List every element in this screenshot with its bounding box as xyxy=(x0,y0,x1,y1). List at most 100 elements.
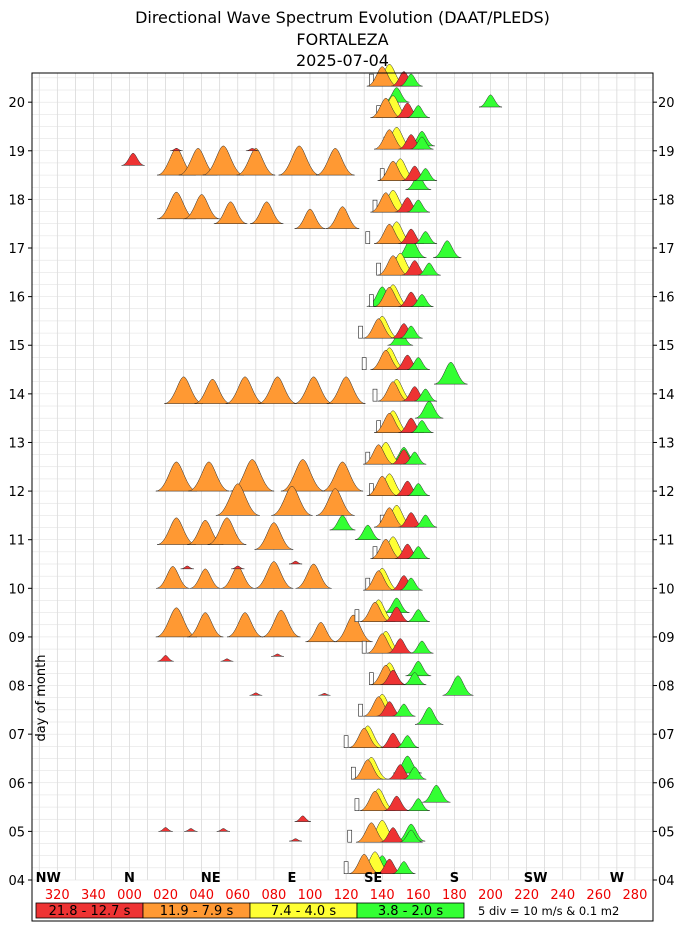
spectrum-peak-red xyxy=(220,658,234,662)
y-tick-label-right: 20 xyxy=(658,96,675,111)
spectrum-peak-red xyxy=(318,693,331,696)
direction-tick-label: 340 xyxy=(81,888,106,903)
y-tick-label-right: 15 xyxy=(658,339,675,354)
y-tick-label-right: 05 xyxy=(658,825,675,840)
spectrum-marks xyxy=(121,64,503,874)
track-peak-orange xyxy=(370,192,402,213)
y-tick-label-right: 18 xyxy=(658,193,675,208)
wind-mark xyxy=(354,798,360,811)
compass-label: S xyxy=(450,871,459,886)
track-peak-green xyxy=(410,420,434,433)
track-peak-orange xyxy=(366,66,398,87)
wind-mark xyxy=(358,703,363,717)
wind-mark xyxy=(365,231,371,244)
track-peak-red xyxy=(383,795,410,811)
wind-mark xyxy=(358,325,363,339)
track-peak-green xyxy=(413,514,438,528)
spectrum-peak-orange xyxy=(225,376,265,404)
spectrum-peak-orange xyxy=(271,485,313,516)
spectrum-peak-orange xyxy=(280,459,325,492)
scale-note: 5 div = 10 m/s & 0.1 m2 xyxy=(478,904,619,918)
spectrum-peak-green xyxy=(415,400,444,419)
track-peak-green xyxy=(395,735,420,748)
spectrum-peak-green xyxy=(329,515,356,531)
track-peak-orange xyxy=(373,129,405,150)
track-peak-green xyxy=(413,388,438,402)
track-peak-green xyxy=(410,640,434,654)
spectrum-peak-orange xyxy=(221,566,255,589)
track-peak-orange xyxy=(363,444,395,465)
track-peak-orange xyxy=(370,349,402,370)
spectrum-peak-orange xyxy=(278,145,320,176)
y-tick-label-left: 10 xyxy=(8,582,25,597)
compass-label: E xyxy=(288,871,297,886)
track-peak-orange xyxy=(355,822,387,843)
direction-tick-label: 000 xyxy=(117,888,142,903)
direction-tick-label: 080 xyxy=(261,888,286,903)
direction-tick-label: 200 xyxy=(478,888,503,903)
direction-tick-label: 180 xyxy=(442,888,467,903)
track-peak-orange xyxy=(359,790,391,811)
compass-label: N xyxy=(124,871,135,886)
spectrum-peak-red xyxy=(288,560,303,565)
y-tick-label-right: 09 xyxy=(658,631,675,646)
track-peak-green xyxy=(403,451,427,465)
spectrum-peak-red xyxy=(216,828,230,832)
wind-mark xyxy=(372,388,378,402)
spectrum-peak-orange xyxy=(294,208,326,229)
legend-label: 7.4 - 4.0 s xyxy=(271,904,336,919)
spectrum-peak-orange xyxy=(226,612,264,638)
spectrum-peak-red xyxy=(289,838,302,842)
y-tick-label-left: 06 xyxy=(8,777,25,792)
direction-tick-label: 220 xyxy=(514,888,539,903)
direction-tick-label: 260 xyxy=(586,888,611,903)
y-tick-label-left: 14 xyxy=(8,388,25,403)
spectrum-peak-green xyxy=(422,784,451,803)
track-peak-green xyxy=(403,766,427,780)
track-peak-green xyxy=(417,262,441,276)
spectrum-peak-orange xyxy=(249,201,284,224)
direction-tick-label: 040 xyxy=(189,888,214,903)
y-tick-label-right: 06 xyxy=(658,777,675,792)
spectrum-peak-orange xyxy=(188,461,230,492)
direction-tick-label: 120 xyxy=(334,888,359,903)
track-peak-orange xyxy=(348,854,380,874)
spectrum-peak-green xyxy=(442,675,474,696)
spectrum-peak-orange xyxy=(326,376,366,404)
y-tick-label-left: 16 xyxy=(8,291,25,306)
track-peak-green xyxy=(406,546,430,559)
legend-label: 21.8 - 12.7 s xyxy=(49,904,131,919)
spectrum-peak-orange xyxy=(156,566,190,589)
legend-label: 3.8 - 2.0 s xyxy=(378,904,443,919)
y-tick-label-left: 15 xyxy=(8,339,25,354)
spectrum-peak-orange xyxy=(215,483,260,516)
spectrum-peak-green xyxy=(354,524,381,540)
spectrum-peak-red xyxy=(231,565,245,570)
spectrum-peak-orange xyxy=(157,517,196,545)
plot-frame xyxy=(31,72,654,922)
direction-tick-label: 280 xyxy=(623,888,648,903)
wind-mark xyxy=(343,861,349,874)
compass-label: SW xyxy=(524,871,548,886)
spectrum-peak-orange xyxy=(194,379,231,404)
track-peak-orange xyxy=(363,570,395,591)
track-peak-green xyxy=(406,483,430,496)
spectrum-peak-red xyxy=(249,692,263,696)
track-peak-orange xyxy=(373,223,405,244)
track-peak-green xyxy=(406,105,430,118)
y-tick-label-left: 18 xyxy=(8,193,25,208)
spectrum-peak-orange xyxy=(305,622,337,643)
spectrum-peak-orange xyxy=(315,148,355,176)
spectrum-peak-orange xyxy=(189,568,221,589)
y-tick-label-left: 17 xyxy=(8,242,25,257)
spectrum-peak-red xyxy=(170,148,183,152)
chart-title-line-3: 2025-07-04 xyxy=(296,51,389,70)
track-peak-orange xyxy=(373,507,405,528)
track-peak-orange xyxy=(370,538,402,559)
direction-tick-label: 160 xyxy=(406,888,431,903)
spectrum-peak-orange xyxy=(230,459,275,492)
y-tick-label-right: 13 xyxy=(658,436,675,451)
legend-swatch xyxy=(356,902,465,919)
spectrum-peak-orange xyxy=(213,201,248,224)
track-peak-green xyxy=(392,703,416,717)
